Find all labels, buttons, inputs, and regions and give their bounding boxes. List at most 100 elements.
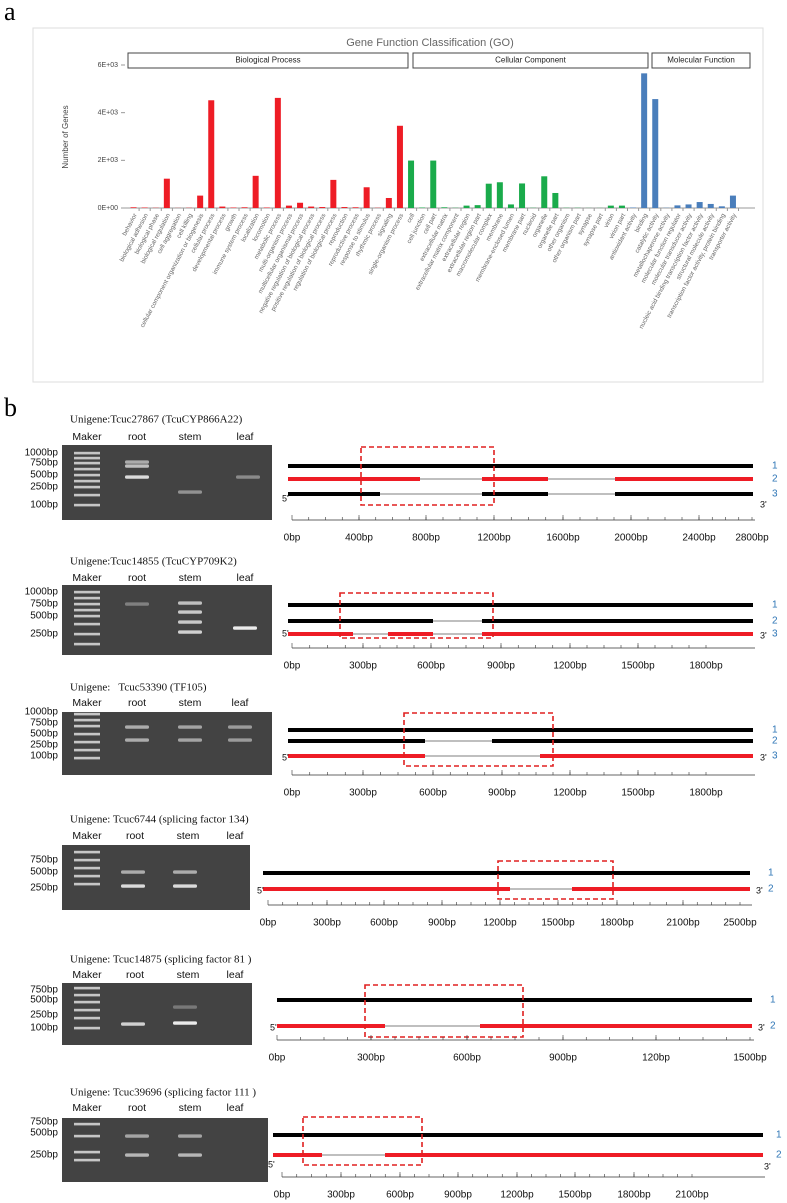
scale-label: 1800bp xyxy=(689,661,723,672)
ladder-label: 250bp xyxy=(30,883,58,894)
group-label: Biological Process xyxy=(235,56,300,65)
group-label: Cellular Component xyxy=(495,56,566,65)
isoform-number: 2 xyxy=(772,474,778,485)
scale-label: 1600bp xyxy=(546,533,580,544)
bar xyxy=(707,203,714,208)
gel-band xyxy=(178,1134,202,1138)
isoform-number: 1 xyxy=(770,995,776,1006)
bar xyxy=(285,205,292,208)
chart-title: Gene Function Classification (GO) xyxy=(346,37,514,49)
lane-label: Maker xyxy=(72,830,102,842)
ladder-band xyxy=(74,467,100,471)
y-tick-label: 4E+03 xyxy=(98,110,119,117)
three-prime: 3' xyxy=(758,1022,765,1032)
gel-band xyxy=(125,602,149,606)
gel-band xyxy=(178,620,202,624)
scale-label: 2100bp xyxy=(666,918,700,929)
scale-label: 0bp xyxy=(284,661,301,672)
ladder-band xyxy=(74,473,100,477)
gel-title: Unigene: Tcuc53390 (TF105) xyxy=(70,682,207,694)
ladder-label: 750bp xyxy=(30,458,58,469)
bar xyxy=(496,182,503,208)
ladder-band xyxy=(74,718,100,722)
ladder-band xyxy=(74,451,100,455)
ladder-band xyxy=(74,748,100,752)
scale-label: 2800bp xyxy=(735,533,769,544)
bar xyxy=(385,197,392,208)
three-prime: 3' xyxy=(760,499,767,509)
ladder-band xyxy=(74,632,100,636)
scale-label: 0bp xyxy=(260,918,277,929)
isoform-number: 1 xyxy=(776,1130,782,1141)
x-tick-label: cell xyxy=(406,212,417,224)
ladder-label: 500bp xyxy=(30,867,58,878)
isoform-number: 2 xyxy=(770,1021,776,1032)
scale-label: 1800bp xyxy=(600,918,634,929)
lane-label: stem xyxy=(179,572,202,584)
ladder-band xyxy=(74,993,100,997)
bar xyxy=(308,206,315,208)
scale-label: 1200bp xyxy=(483,918,517,929)
scale-label: 2000bp xyxy=(614,533,648,544)
lane-label: Maker xyxy=(72,431,102,443)
scale-label: 900bp xyxy=(488,788,516,799)
ladder-band xyxy=(74,732,100,736)
ladder-band xyxy=(74,986,100,990)
isoform-number: 1 xyxy=(772,461,778,472)
bar xyxy=(696,202,703,208)
five-prime: 5' xyxy=(282,628,289,638)
ladder-label: 250bp xyxy=(30,1010,58,1021)
scale-label: 1200bp xyxy=(477,533,511,544)
lane-label: leaf xyxy=(227,830,244,842)
scale-label: 800bp xyxy=(412,533,440,544)
gel-band xyxy=(178,490,202,494)
gel-band xyxy=(228,738,252,742)
lane-label: leaf xyxy=(232,697,249,709)
scale-label: 900bp xyxy=(444,1190,472,1201)
scale-label: 1200bp xyxy=(553,788,587,799)
scale-label: 1500bp xyxy=(621,661,655,672)
ladder-band xyxy=(74,1026,100,1030)
gel-band xyxy=(125,738,149,742)
ladder-label: 1000bp xyxy=(25,587,59,598)
scale-label: 2100bp xyxy=(675,1190,709,1201)
ladder-label: 750bp xyxy=(30,718,58,729)
gel-shade xyxy=(62,712,272,775)
scale-label: 0bp xyxy=(269,1053,286,1064)
gel-image xyxy=(62,983,252,1045)
ladder-band xyxy=(74,456,100,460)
isoform-number: 1 xyxy=(768,868,774,879)
bar xyxy=(363,187,370,208)
ladder-band xyxy=(74,1008,100,1012)
ladder-label: 750bp xyxy=(30,985,58,996)
ladder-band xyxy=(74,614,100,618)
splice-box xyxy=(364,984,524,1038)
gel-band xyxy=(178,738,202,742)
gel-band xyxy=(125,1153,149,1157)
isoform-number: 3 xyxy=(772,629,778,640)
ladder-label: 500bp xyxy=(30,1128,58,1139)
gel-band xyxy=(125,475,149,479)
bar xyxy=(208,100,215,208)
isoform-number: 3 xyxy=(772,751,778,762)
gel-band xyxy=(125,464,149,468)
lane-label: leaf xyxy=(237,572,254,584)
group-box xyxy=(651,52,751,69)
gel-title: Unigene: Tcuc39696 (splicing factor 111 … xyxy=(70,1087,256,1099)
lane-label: leaf xyxy=(227,1102,244,1114)
ladder-band xyxy=(74,1016,100,1020)
ladder-label: 500bp xyxy=(30,470,58,481)
isoform-number: 1 xyxy=(772,725,778,736)
bar xyxy=(441,207,448,208)
ladder-band xyxy=(74,882,100,886)
ladder-label: 1000bp xyxy=(25,448,59,459)
gel-band xyxy=(173,870,197,874)
ladder-band xyxy=(74,740,100,744)
ladder-label: 100bp xyxy=(30,500,58,511)
bar xyxy=(352,207,359,208)
scale-label: 1500bp xyxy=(733,1053,767,1064)
scale-label: 0bp xyxy=(284,788,301,799)
gel-band xyxy=(178,610,202,614)
panel-label: b xyxy=(4,393,17,422)
